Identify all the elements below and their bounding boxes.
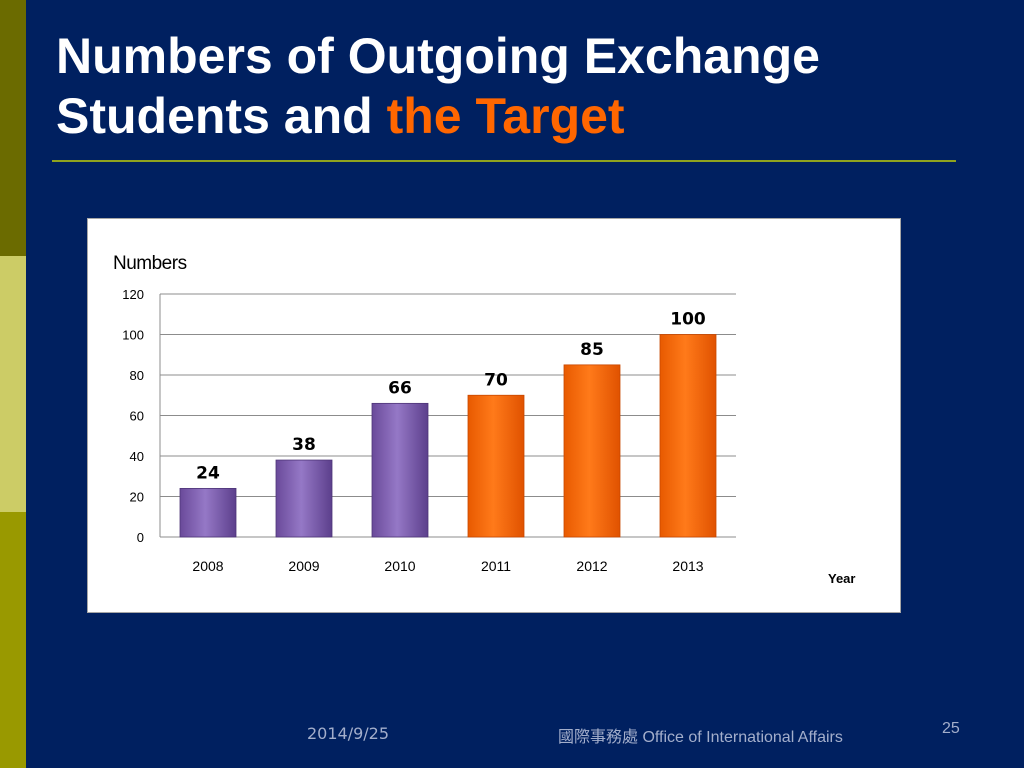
y-tick-label: 20 xyxy=(130,490,144,505)
data-label-2011: 70 xyxy=(484,370,508,390)
data-label-2009: 38 xyxy=(292,435,316,455)
y-tick-label: 0 xyxy=(137,530,144,545)
bar-2009 xyxy=(275,459,333,538)
x-tick-label-2010: 2010 xyxy=(384,558,415,574)
data-label-2013: 100 xyxy=(670,310,706,330)
data-label-2012: 85 xyxy=(580,340,604,360)
side-accent-middle xyxy=(0,256,26,512)
bar-2013 xyxy=(659,334,717,538)
bar-chart: 0 20 40 60 80 100 120 24 2008 38 2009 66 2010 70 2011 8… xyxy=(113,253,855,586)
title-line-2: Students and xyxy=(56,88,387,144)
y-tick-label: 80 xyxy=(130,368,144,383)
page-number: 25 xyxy=(942,720,960,737)
y-tick-label: 40 xyxy=(130,449,144,464)
y-axis-title: Numbers xyxy=(113,253,187,274)
footer-office: 國際事務處 Office of International Affairs xyxy=(558,729,843,746)
footer-date: 2014/9/25 xyxy=(307,724,390,743)
bar-2012 xyxy=(563,364,621,538)
x-axis-title: Year xyxy=(828,571,855,586)
x-tick-label-2013: 2013 xyxy=(672,558,703,574)
title-line-1: Numbers of Outgoing Exchange xyxy=(56,28,820,84)
data-label-2008: 24 xyxy=(196,463,220,483)
data-label-2010: 66 xyxy=(388,378,412,398)
title-accent: the Target xyxy=(386,88,625,144)
title-divider xyxy=(52,160,956,162)
side-accent-top xyxy=(0,0,26,256)
y-tick-label: 60 xyxy=(130,409,144,424)
bar-2010 xyxy=(371,402,429,538)
x-tick-label-2012: 2012 xyxy=(576,558,607,574)
side-accent-bottom xyxy=(0,512,26,768)
x-tick-label-2011: 2011 xyxy=(481,558,511,574)
bar-2011 xyxy=(467,394,525,538)
y-tick-label: 120 xyxy=(122,287,144,302)
bar-2008 xyxy=(179,487,237,538)
y-tick-label: 100 xyxy=(122,328,144,343)
slide-title: Numbers of Outgoing Exchange Students an… xyxy=(56,26,996,146)
x-tick-label-2009: 2009 xyxy=(288,558,319,574)
x-tick-label-2008: 2008 xyxy=(192,558,223,574)
chart-panel: 0 20 40 60 80 100 120 24 2008 38 2009 66 2010 70 2011 8… xyxy=(87,218,901,613)
